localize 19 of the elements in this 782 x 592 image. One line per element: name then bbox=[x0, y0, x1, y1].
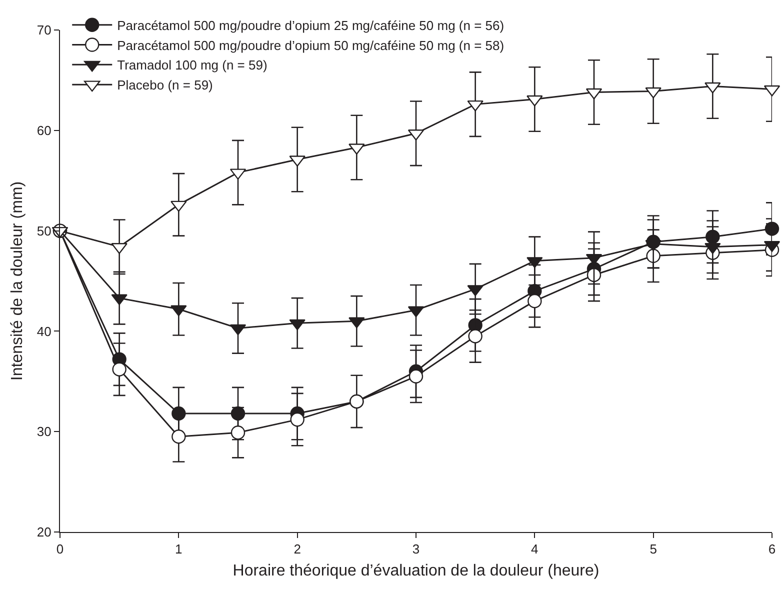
legend-label: Paracétamol 500 mg/poudre d’opium 25 mg/caféine 50 mg (n = 56) bbox=[117, 18, 504, 33]
x-tick-label: 2 bbox=[294, 542, 301, 557]
x-tick-label: 5 bbox=[650, 542, 657, 557]
x-tick-label: 3 bbox=[412, 542, 420, 557]
x-tick-label: 4 bbox=[531, 542, 538, 557]
legend-label: Tramadol 100 mg (n = 59) bbox=[117, 58, 268, 73]
y-tick-label: 50 bbox=[36, 223, 52, 238]
legend-label: Placebo (n = 59) bbox=[117, 78, 213, 93]
y-tick-label: 30 bbox=[36, 424, 52, 440]
x-tick-label: 6 bbox=[768, 542, 776, 557]
y-axis-title: Intensité de la douleur (mm) bbox=[8, 181, 26, 381]
y-tick-label: 60 bbox=[36, 122, 52, 138]
x-tick-label: 0 bbox=[56, 542, 64, 557]
y-tick-label: 70 bbox=[36, 22, 52, 38]
legend-label: Paracétamol 500 mg/poudre d’opium 50 mg/caféine 50 mg (n = 58) bbox=[117, 38, 504, 53]
x-axis-title: Horaire théorique d’évaluation de la douleur (heure) bbox=[232, 562, 600, 580]
y-tick-label: 20 bbox=[36, 524, 52, 540]
x-tick-label: 1 bbox=[175, 542, 182, 557]
y-tick-label: 40 bbox=[36, 324, 52, 339]
